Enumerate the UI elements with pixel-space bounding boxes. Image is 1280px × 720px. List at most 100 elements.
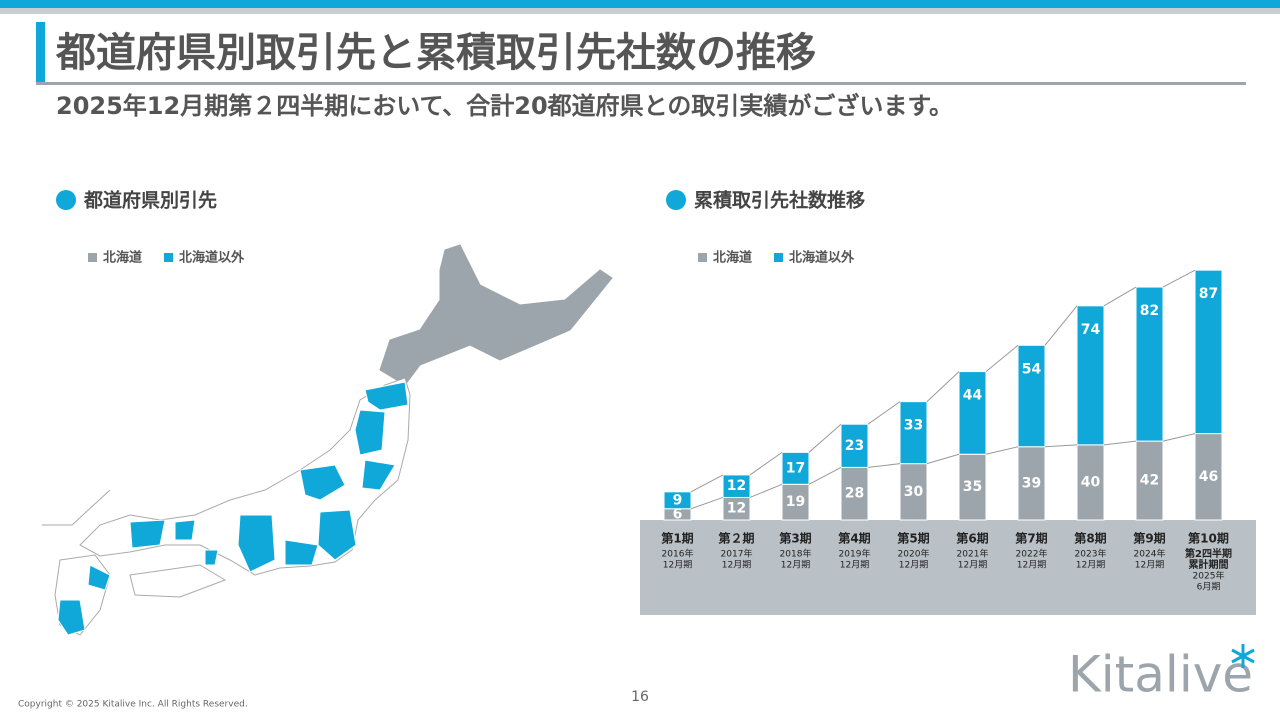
category-period: 2022年 [1016,548,1048,560]
map-legend: 北海道以外 [179,250,245,266]
category-label: 第２期 [717,531,754,546]
value-label: 35 [963,479,982,495]
logo: Kitalive [1068,646,1253,704]
heading-dot [666,190,686,210]
value-label: 17 [786,460,805,476]
category-period: 12月期 [958,560,987,571]
category-label: 第10期 [1187,531,1229,546]
bar-segment [663,491,692,510]
legend-swatch [164,253,173,262]
copyright: Copyright © 2025 Kitalive Inc. All Right… [18,700,248,710]
bar-segment [1135,286,1164,442]
bar-segment [958,371,987,455]
value-label: 44 [963,388,983,404]
category-period: 2018年 [780,548,812,560]
category-period: 2024年 [1134,548,1166,560]
value-label: 40 [1081,474,1101,490]
shikoku [129,564,227,598]
hokkaido [379,244,613,386]
category-period: 12月期 [722,560,751,571]
category-period: 2023年 [1075,548,1107,560]
connector-line [1162,269,1196,288]
connector-line [1103,286,1137,307]
legend-label: 北海道 [713,250,752,266]
bar-segment [1017,446,1046,521]
top-bar-shadow [0,8,1280,14]
value-label: 39 [1022,475,1041,491]
legend-swatch [774,253,783,262]
connector-line [808,466,842,485]
value-label: 12 [727,501,746,517]
category-label: 第6期 [955,531,988,546]
category-period: 2025年 [1193,570,1225,582]
connector-line [1044,305,1078,346]
okinawa-divider [42,489,111,526]
bar-segment [1194,433,1223,521]
title-accent [36,22,45,84]
category-period: 12月期 [840,560,869,571]
category-period: 12月期 [1017,560,1046,571]
connector-line [749,451,783,476]
page-number: 16 [631,689,649,705]
connector-line [1044,444,1078,448]
value-label: 82 [1140,303,1159,319]
category-period: 12月期 [663,560,692,571]
legend-label: 北海道以外 [789,250,855,266]
connector-line [926,371,960,403]
bar-segment [899,463,928,521]
value-label: 74 [1081,322,1101,338]
region [361,459,396,491]
region [317,509,357,561]
category-period: 第2四半期 [1185,547,1232,560]
value-label: 30 [904,484,924,500]
region [129,519,166,549]
region [354,409,386,456]
heading-dot [56,190,76,210]
connector-line [808,423,842,453]
value-label: 19 [786,494,805,510]
logo-mark [1231,644,1255,668]
connector-line [867,463,901,468]
category-period: 2020年 [898,548,930,560]
connector-line [1162,433,1196,442]
region [284,539,319,566]
bar-segment [899,401,928,465]
value-label: 23 [845,438,864,454]
category-period: 6月期 [1197,582,1221,593]
title: 都道府県別取引先と累積取引先社数の推移 [55,30,816,76]
region [364,381,409,411]
value-label: 28 [845,486,864,502]
bar-segment [1017,344,1046,448]
region [204,549,219,566]
map-heading: 都道府県別引先 [83,189,217,212]
connector-line [690,496,724,510]
category-label: 第5期 [896,531,929,546]
region [237,514,276,573]
category-period: 12月期 [1076,560,1105,571]
category-period: 2017年 [721,548,753,560]
region [87,564,111,591]
region [57,599,86,636]
logo-stroke [1231,648,1255,664]
connector-line [985,446,1019,455]
category-period: 累計期間 [1189,558,1229,571]
subtitle: 2025年12月期第２四半期において、合計20都道府県との取引実績がございます。 [56,92,953,120]
japan-map [42,244,613,636]
connector-line [926,453,960,465]
category-label: 第7期 [1014,531,1047,546]
value-label: 6 [673,506,683,522]
value-label: 9 [673,492,683,508]
region [299,464,346,501]
value-label: 46 [1199,469,1218,485]
category-label: 第9期 [1132,531,1165,546]
map-legend: 北海道 [103,250,142,266]
bar-segment [840,423,869,468]
category-period: 2019年 [839,548,871,560]
connector-line [1103,440,1137,446]
chart-heading: 累積取引先社数推移 [694,189,865,212]
value-label: 54 [1022,361,1042,377]
connector-line [985,344,1019,372]
top-bar [0,0,1280,8]
bar-segment [722,474,751,498]
